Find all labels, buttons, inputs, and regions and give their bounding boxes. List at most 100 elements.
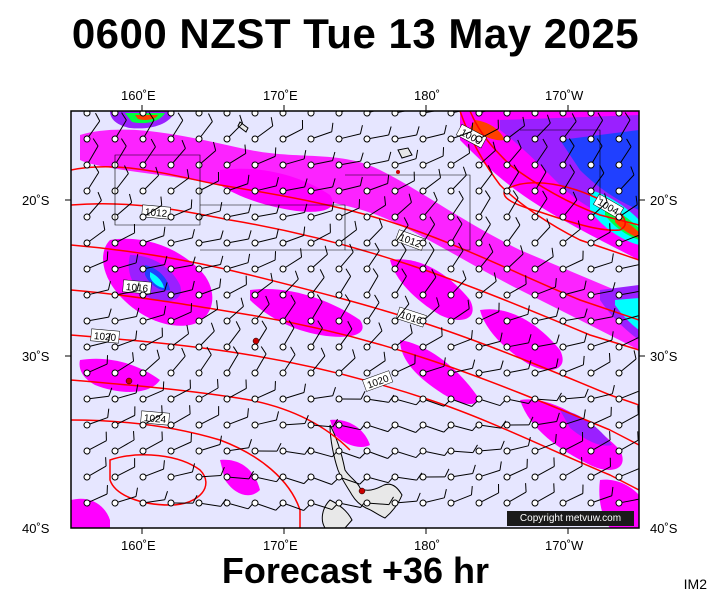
wind-barb (615, 234, 639, 247)
wind-barb (363, 218, 383, 247)
wind-barb (363, 421, 395, 433)
wind-barb (83, 431, 107, 455)
wind-barb (587, 331, 614, 351)
eez-boundaries (114, 129, 601, 251)
wind-barb (475, 119, 499, 143)
wind-barb (475, 190, 491, 221)
wind-barb (307, 122, 334, 143)
wind-barb (223, 230, 252, 247)
wind-barb (167, 139, 186, 169)
wind-barb (335, 243, 354, 273)
wind-barb (83, 408, 110, 429)
isobar (71, 165, 639, 321)
wind-barb (503, 334, 532, 351)
wind-barb (531, 218, 551, 247)
wind-barb (111, 458, 136, 481)
wind-barb (279, 320, 295, 351)
wind-barb (307, 201, 335, 221)
wind-barb (83, 387, 113, 403)
lat-label-right: 30˚S (650, 349, 678, 364)
wind-barb (587, 457, 611, 481)
wind-barb (587, 384, 615, 403)
wind-barb (615, 498, 639, 507)
wind-barb (251, 147, 277, 169)
wind-barb (503, 436, 531, 455)
wind-barb (167, 280, 195, 299)
wind-barb (139, 138, 156, 169)
wind-barb (195, 379, 219, 403)
wind-barb (111, 487, 138, 507)
wind-barb (559, 388, 589, 403)
land-areas (237, 121, 413, 528)
wind-barb (251, 381, 276, 403)
wind-barb (615, 382, 639, 403)
wind-barb (195, 300, 219, 325)
wind-barb (279, 248, 303, 273)
wind-barb (223, 439, 252, 455)
wind-barb (195, 171, 220, 195)
wind-barb (307, 245, 328, 273)
wind-barb (559, 220, 581, 247)
isobar (71, 419, 301, 528)
wind-barb (363, 394, 395, 403)
wind-barb (335, 125, 363, 143)
wind-barb (615, 166, 635, 195)
wind-barb (223, 275, 247, 299)
lon-label-bottom: 170˚W (545, 538, 584, 553)
isobar-label: 1020 (93, 331, 117, 344)
wind-barb (391, 217, 409, 247)
wind-barb (419, 242, 435, 273)
wind-barb (195, 141, 217, 169)
wind-barb (531, 434, 557, 455)
wind-barb (587, 112, 604, 143)
wind-barb (475, 302, 500, 325)
station-markers (125, 170, 400, 495)
wind-barb (587, 308, 616, 325)
wind-barb (559, 409, 586, 429)
rain-area (150, 272, 164, 288)
wind-barb (167, 229, 195, 247)
model-code: IM2 (683, 576, 707, 592)
wind-barb (167, 324, 190, 351)
isobar-label: 1024 (143, 413, 167, 426)
isobar (469, 111, 639, 226)
wind-barb (307, 223, 331, 247)
wind-barb (279, 178, 308, 195)
wind-barb (307, 387, 336, 403)
wind-barb (139, 166, 160, 195)
wind-barb (195, 406, 220, 429)
wind-barb (139, 305, 167, 325)
wind-barb (531, 307, 560, 325)
wind-barb (111, 330, 138, 351)
wind-barb (307, 294, 323, 325)
wind-barb (139, 196, 163, 221)
wind-barb (363, 268, 379, 299)
isobar-label: 1012 (144, 207, 168, 220)
wind-barb (167, 494, 198, 507)
wind-barb (615, 290, 639, 299)
wind-barb (419, 357, 446, 377)
wind-barb (111, 352, 135, 377)
wind-barb (279, 414, 309, 429)
wind-barb (83, 485, 108, 507)
wind-barb (139, 349, 160, 377)
wind-barb (363, 196, 387, 221)
wind-barb (83, 308, 112, 325)
wind-barb (223, 144, 247, 169)
wind-barb (307, 418, 339, 429)
rain-area (520, 399, 623, 470)
wind-barb (251, 473, 283, 483)
wind-barb (559, 138, 575, 169)
wind-barb (363, 322, 383, 351)
wind-barb (363, 351, 386, 377)
rain-area (470, 120, 505, 141)
wind-barb (531, 190, 548, 221)
wind-barb (587, 253, 614, 273)
isobar (109, 454, 207, 506)
wind-barb (531, 412, 560, 429)
wind-barb (587, 282, 616, 299)
wind-barb (419, 191, 438, 221)
rain-area (71, 498, 110, 528)
isobar (71, 289, 639, 446)
